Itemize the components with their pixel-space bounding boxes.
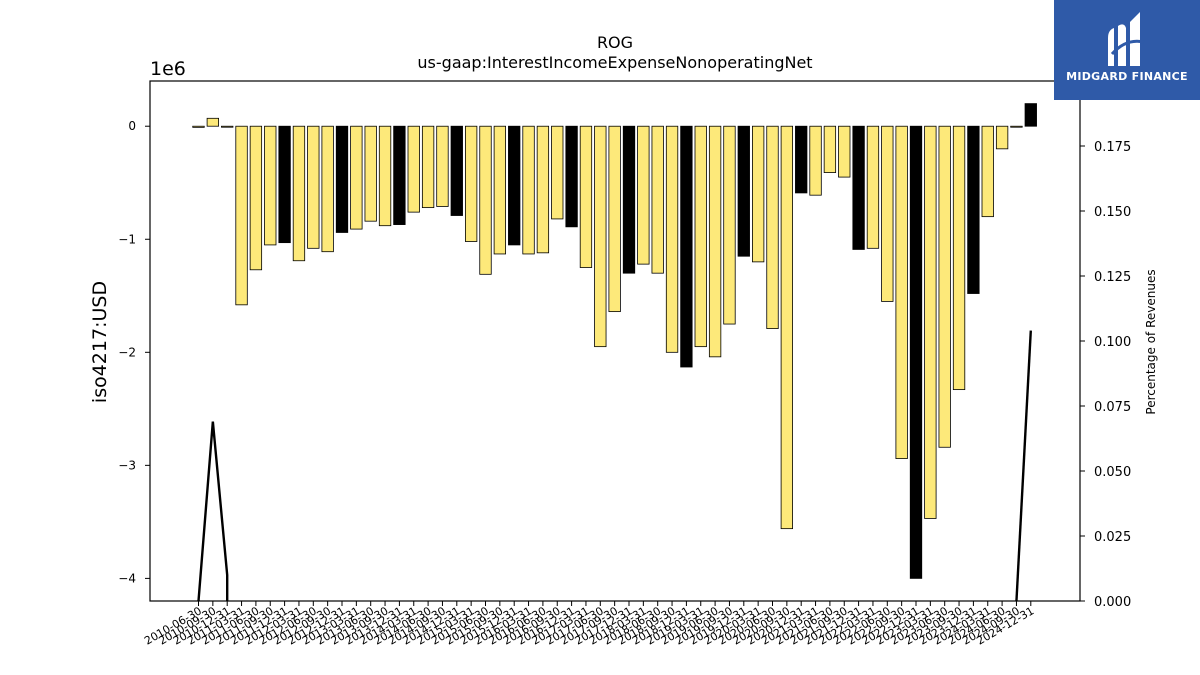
bar-2016-06-30 [536, 125, 550, 254]
axes-group: 0 −1 −2 −3 −4 0.000 0.025 0.050 0.075 0.100 0.125 0… [118, 119, 1131, 647]
bar-2011-09-30 [264, 125, 277, 246]
bar-2020-09-30 [780, 125, 793, 530]
bar-2021-12-31 [852, 125, 865, 250]
line-group [197, 330, 1032, 602]
plot-frame [149, 80, 1081, 602]
bar-2016-12-31 [565, 125, 578, 228]
bar-2022-03-31 [866, 125, 880, 249]
bar-2010-09-30 [206, 117, 220, 127]
bar-2023-12-31 [967, 125, 980, 294]
bar-2017-09-30 [608, 125, 621, 313]
bar-2019-09-30 [723, 125, 736, 325]
y2-tick-label: 0.025 [1094, 530, 1131, 545]
revenue-pct-line-segment-2 [1015, 330, 1032, 602]
bar-2019-06-30 [708, 125, 722, 358]
bar-2013-12-31 [393, 125, 406, 225]
y-tick-label: −4 [118, 571, 136, 585]
bar-2023-09-30 [952, 125, 966, 391]
bar-2020-12-31 [795, 125, 808, 194]
bar-2016-09-30 [551, 125, 564, 220]
bar-2013-03-31 [350, 125, 363, 230]
bar-2019-12-31 [737, 125, 750, 257]
midgard-logo-icon [1108, 12, 1145, 66]
chart-title: ROG [597, 33, 633, 52]
y-tick-label: −1 [118, 232, 136, 246]
bar-2019-03-31 [694, 125, 707, 348]
bar-2015-12-31 [508, 125, 521, 246]
y-tick-label: −2 [118, 345, 136, 359]
midgard-finance-logo: MIDGARD FINANCE [1054, 0, 1200, 100]
bar-2012-12-31 [335, 125, 349, 233]
bar-2024-03-31 [981, 125, 994, 218]
bar-2018-12-31 [680, 125, 693, 368]
y2-tick-label: 0.000 [1094, 595, 1131, 610]
bar-2011-12-31 [278, 125, 291, 244]
bar-2022-06-30 [881, 125, 894, 302]
y-multiplier-label: 1e6 [150, 58, 186, 80]
bar-2021-09-30 [838, 125, 851, 178]
chart-subtitle: us-gaap:InterestIncomeExpenseNonoperatin… [417, 53, 812, 72]
bar-2015-06-30 [479, 125, 492, 275]
bar-2017-12-31 [622, 125, 636, 274]
bar-2018-06-30 [651, 125, 664, 274]
bar-2014-12-31 [450, 125, 463, 216]
bar-2022-09-30 [895, 125, 908, 459]
y2-tick-label: 0.075 [1094, 400, 1131, 415]
revenue-pct-line-segment-1 [197, 421, 229, 602]
y2-tick-label: 0.175 [1094, 140, 1131, 155]
bar-2011-03-31 [235, 125, 248, 306]
bar-2023-03-31 [924, 125, 937, 519]
bar-2011-06-30 [249, 125, 263, 271]
bar-2018-09-30 [665, 125, 679, 353]
bar-2020-03-31 [752, 125, 765, 263]
bar-2010-06-30 [192, 125, 205, 128]
bar-2014-03-31 [407, 125, 420, 213]
bar-2022-12-31 [909, 125, 923, 579]
bar-2024-12-31 [1024, 103, 1037, 127]
bar-2016-03-31 [522, 125, 535, 255]
bar-2012-09-30 [321, 125, 334, 253]
bar-2012-03-31 [292, 125, 306, 262]
bar-2013-06-30 [364, 125, 377, 222]
bar-2014-09-30 [436, 125, 449, 207]
bar-group [192, 103, 1037, 579]
bar-2015-09-30 [493, 125, 507, 255]
bar-2020-06-30 [766, 125, 779, 329]
logo-text: MIDGARD FINANCE [1066, 70, 1188, 83]
y-tick-label: 0 [128, 119, 136, 133]
bar-2023-06-30 [938, 125, 951, 448]
bar-2018-03-31 [637, 125, 650, 265]
y-tick-label: −3 [118, 458, 136, 472]
bar-2015-03-31 [464, 125, 478, 242]
bar-2010-12-31 [221, 125, 234, 128]
y2-tick-label: 0.100 [1094, 335, 1131, 350]
bar-2014-06-30 [421, 125, 435, 209]
bar-2012-06-30 [307, 125, 320, 249]
bar-2017-03-31 [579, 125, 593, 268]
bar-2021-06-30 [823, 125, 837, 173]
y2-axis-label: Percentage of Revenues [1144, 269, 1158, 414]
bar-2017-06-30 [594, 125, 607, 348]
y2-tick-label: 0.050 [1094, 465, 1131, 480]
y-axis-label: iso4217:USD [89, 281, 111, 403]
bar-2021-03-31 [809, 125, 822, 196]
y2-tick-label: 0.150 [1094, 205, 1131, 220]
bar-2024-09-30 [1010, 125, 1023, 128]
bar-2013-09-30 [378, 125, 392, 227]
y2-tick-label: 0.125 [1094, 270, 1131, 285]
bar-2024-06-30 [995, 125, 1009, 150]
